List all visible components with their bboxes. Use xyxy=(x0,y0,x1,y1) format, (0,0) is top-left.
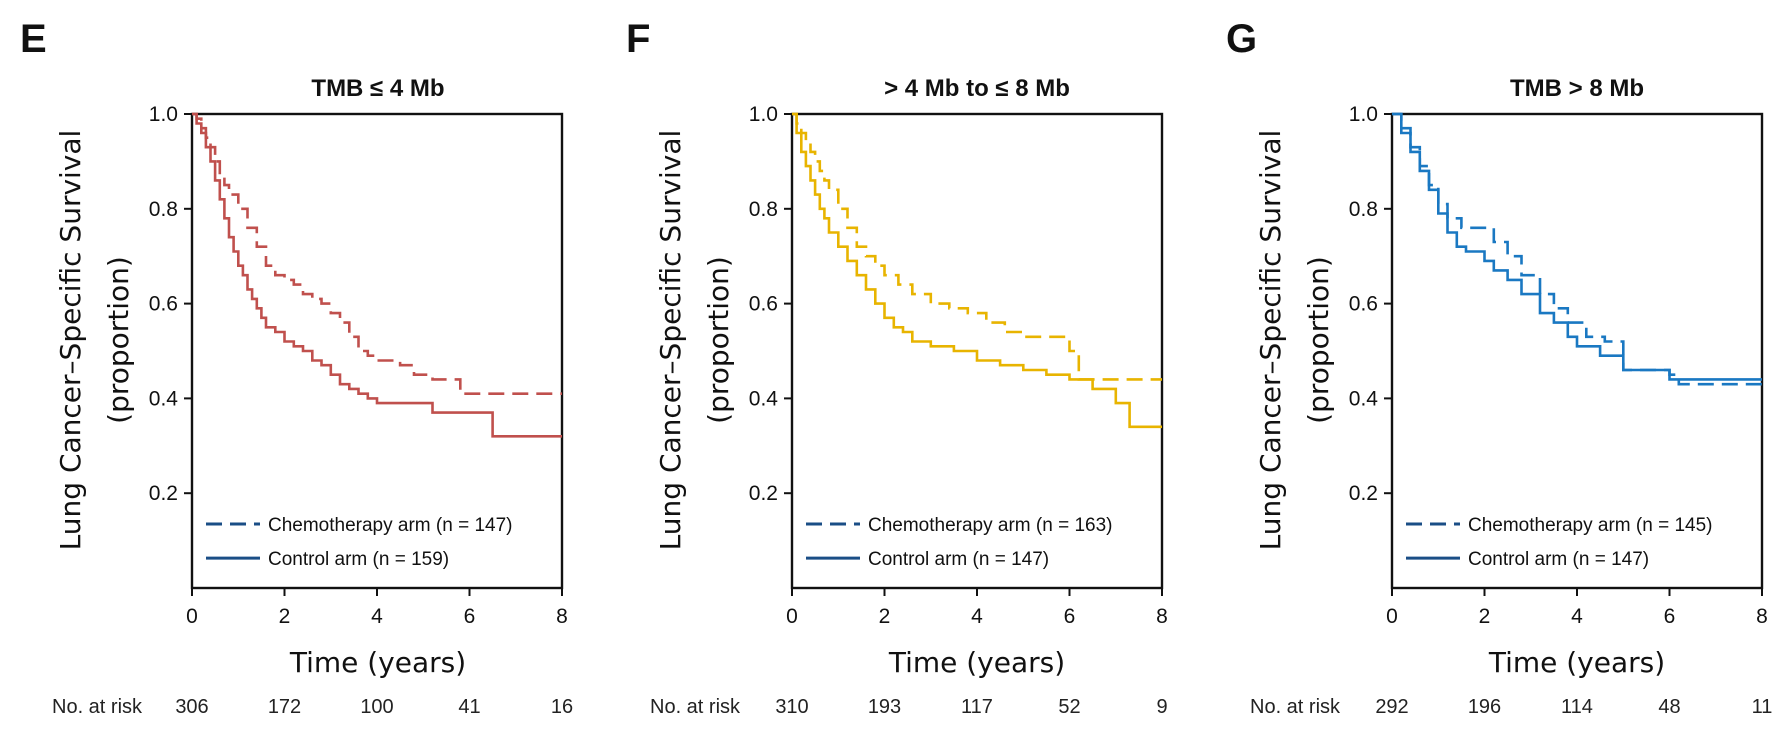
ylabel-line2: (proportion) xyxy=(102,256,135,424)
control-curve xyxy=(192,112,562,438)
panel-g: G TMB > 8 Mb Lung Cancer–Specific Surviv… xyxy=(1226,17,1772,718)
y-tick-label: 0.6 xyxy=(749,293,778,316)
x-tick-label: 6 xyxy=(464,605,476,628)
panel-e-title: TMB ≤ 4 Mb xyxy=(311,75,444,102)
chemotherapy-curve xyxy=(192,112,562,395)
risk-number: 196 xyxy=(1468,696,1501,718)
risk-label-f: No. at risk xyxy=(650,696,741,718)
risk-number: 41 xyxy=(458,696,480,718)
risk-number: 100 xyxy=(360,696,393,718)
x-tick-label: 0 xyxy=(186,605,198,628)
x-tick-label: 0 xyxy=(786,605,798,628)
y-tick-label: 0.6 xyxy=(149,293,178,316)
y-tick-label: 1.0 xyxy=(1349,103,1378,126)
ylabel-line1: Lung Cancer–Specific Survival xyxy=(1254,130,1287,551)
control-curve xyxy=(1392,112,1762,381)
chemotherapy-curve xyxy=(792,112,1162,381)
x-tick-label: 2 xyxy=(879,605,891,628)
risk-number: 292 xyxy=(1375,696,1408,718)
panel-f-title: > 4 Mb to ≤ 8 Mb xyxy=(884,75,1070,102)
y-tick-label: 0.8 xyxy=(1349,198,1378,221)
risk-label-g: No. at risk xyxy=(1250,696,1341,718)
panel-e: E TMB ≤ 4 Mb Lung Cancer–Specific Surviv… xyxy=(20,17,573,718)
legend-label-chemo: Chemotherapy arm (n = 147) xyxy=(268,515,512,536)
legend-label-chemo: Chemotherapy arm (n = 145) xyxy=(1468,515,1712,536)
y-tick-label: 0.2 xyxy=(749,482,778,505)
y-tick-label: 0.2 xyxy=(1349,482,1378,505)
y-tick-label: 0.4 xyxy=(749,387,779,410)
ylabel-line2: (proportion) xyxy=(1302,256,1335,424)
panel-f-xlabel: Time (years) xyxy=(888,646,1065,679)
legend-label-chemo: Chemotherapy arm (n = 163) xyxy=(868,515,1112,536)
panel-letter-f: F xyxy=(626,17,650,61)
y-tick-label: 1.0 xyxy=(749,103,778,126)
y-tick-label: 0.8 xyxy=(749,198,778,221)
legend-label-control: Control arm (n = 147) xyxy=(868,549,1049,570)
x-tick-label: 2 xyxy=(1479,605,1491,628)
risk-number: 117 xyxy=(961,696,993,718)
x-tick-label: 2 xyxy=(279,605,291,628)
x-tick-label: 4 xyxy=(971,605,983,628)
y-tick-label: 0.4 xyxy=(1349,387,1379,410)
panel-letter-g: G xyxy=(1226,17,1257,61)
risk-number: 52 xyxy=(1058,696,1080,718)
y-tick-label: 0.2 xyxy=(149,482,178,505)
ylabel-line1: Lung Cancer–Specific Survival xyxy=(54,130,87,551)
panel-g-ylabel: Lung Cancer–Specific Survival (proportio… xyxy=(1254,130,1335,551)
x-tick-label: 4 xyxy=(371,605,383,628)
y-tick-label: 1.0 xyxy=(149,103,178,126)
y-tick-label: 0.8 xyxy=(149,198,178,221)
panel-f-ylabel: Lung Cancer–Specific Survival (proportio… xyxy=(654,130,735,551)
risk-number: 306 xyxy=(175,696,208,718)
x-tick-label: 4 xyxy=(1571,605,1583,628)
panel-letter-e: E xyxy=(20,17,47,61)
y-tick-label: 0.6 xyxy=(1349,293,1378,316)
ylabel-line1: Lung Cancer–Specific Survival xyxy=(654,130,687,551)
risk-number: 48 xyxy=(1658,696,1680,718)
risk-label-e: No. at risk xyxy=(52,696,143,718)
risk-number: 11 xyxy=(1752,696,1773,718)
panel-e-ylabel: Lung Cancer–Specific Survival (proportio… xyxy=(54,130,135,551)
x-tick-label: 8 xyxy=(1156,605,1168,628)
risk-number: 9 xyxy=(1156,696,1167,718)
panel-g-xlabel: Time (years) xyxy=(1488,646,1665,679)
risk-number: 310 xyxy=(775,696,808,718)
panel-e-xlabel: Time (years) xyxy=(289,646,466,679)
ylabel-line2: (proportion) xyxy=(702,256,735,424)
x-tick-label: 8 xyxy=(556,605,568,628)
x-tick-label: 8 xyxy=(1756,605,1768,628)
x-tick-label: 0 xyxy=(1386,605,1398,628)
panel-g-title: TMB > 8 Mb xyxy=(1510,75,1644,102)
risk-number: 16 xyxy=(551,696,573,718)
control-curve xyxy=(792,112,1162,429)
risk-number: 193 xyxy=(868,696,901,718)
x-tick-label: 6 xyxy=(1064,605,1076,628)
x-tick-label: 6 xyxy=(1664,605,1676,628)
legend-label-control: Control arm (n = 147) xyxy=(1468,549,1649,570)
y-tick-label: 0.4 xyxy=(149,387,179,410)
panel-f: F > 4 Mb to ≤ 8 Mb Lung Cancer–Specific … xyxy=(626,17,1168,718)
legend-label-control: Control arm (n = 159) xyxy=(268,549,449,570)
risk-number: 172 xyxy=(268,696,301,718)
risk-number: 114 xyxy=(1561,696,1593,718)
